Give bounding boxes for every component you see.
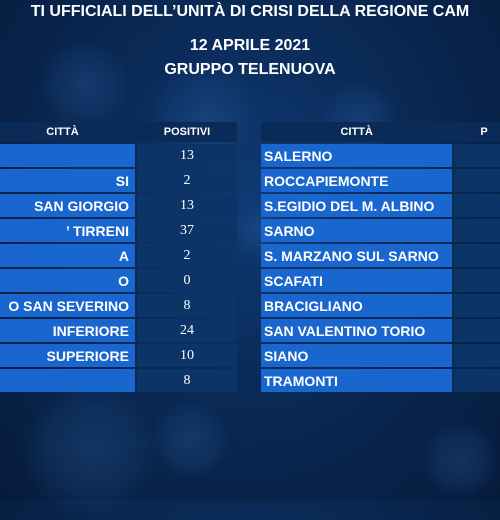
city-name: SUPERIORE [0,344,135,367]
city-name: ROCCAPIEMONTE [261,169,453,192]
positive-count: 10 [135,344,237,367]
table-row: 8 [0,369,237,392]
virus-decoration [40,40,130,130]
left-table: CITTÀ POSITIVI 13 SI 2 SAN GIORGIO 13 ’ TI… [0,120,237,394]
positive-count [452,144,500,167]
city-name: A [0,244,135,267]
right-col-positive: P [452,122,500,142]
table-row: O SAN SEVERINO 8 [0,294,237,317]
table-row: 13 [0,144,237,167]
table-row: S.EGIDIO DEL M. ALBINO [261,194,500,217]
positive-count [452,244,500,267]
table-row: S. MARZANO SUL SARNO [261,244,500,267]
positive-count [452,369,500,392]
table-row: INFERIORE 24 [0,319,237,342]
positive-count: 24 [135,319,237,342]
positive-count: 37 [135,219,237,242]
virus-decoration [420,420,500,500]
table-row: TRAMONTI [261,369,500,392]
virus-decoration [150,400,230,480]
positive-count: 2 [135,244,237,267]
table-row: ’ TIRRENI 37 [0,219,237,242]
city-name [0,144,135,167]
table-row: SARNO [261,219,500,242]
left-col-positive: POSITIVI [135,122,237,142]
positive-count [452,219,500,242]
city-name [0,369,135,392]
positive-count [452,169,500,192]
positive-count: 8 [135,294,237,317]
table-row: SALERNO [261,144,500,167]
positive-count: 13 [135,194,237,217]
positive-count: 8 [135,369,237,392]
city-name: SAN GIORGIO [0,194,135,217]
city-name: SCAFATI [261,269,453,292]
city-name: SIANO [261,344,453,367]
positive-count: 2 [135,169,237,192]
positive-count [452,269,500,292]
table-row: BRACIGLIANO [261,294,500,317]
positive-count: 13 [135,144,237,167]
city-name: SALERNO [261,144,453,167]
header-group: GRUPPO TELENUOVA [164,61,336,78]
header-title: TI UFFICIALI DELL’UNITÀ DI CRISI DELLA R… [30,3,470,20]
table-row: SAN GIORGIO 13 [0,194,237,217]
header-date: 12 APRILE 2021 [189,37,311,54]
city-name: S.EGIDIO DEL M. ALBINO [261,194,453,217]
city-name: BRACIGLIANO [261,294,453,317]
positive-count [452,319,500,342]
table-row: SUPERIORE 10 [0,344,237,367]
positive-count [452,294,500,317]
table-row: SI 2 [0,169,237,192]
city-name: TRAMONTI [261,369,453,392]
city-name: SAN VALENTINO TORIO [261,319,453,342]
positive-count: 0 [135,269,237,292]
right-table: CITTÀ P SALERNO ROCCAPIEMONTE S.EGIDIO D… [261,120,500,394]
city-name: S. MARZANO SUL SARNO [261,244,453,267]
table-row: ROCCAPIEMONTE [261,169,500,192]
city-name: ’ TIRRENI [0,219,135,242]
right-col-city: CITTÀ [261,122,453,142]
city-name: O SAN SEVERINO [0,294,135,317]
positive-count [452,344,500,367]
city-name: O [0,269,135,292]
city-name: SI [0,169,135,192]
virus-decoration [20,380,160,520]
city-name: SARNO [261,219,453,242]
city-name: INFERIORE [0,319,135,342]
left-col-city: CITTÀ [0,122,135,142]
table-row: SCAFATI [261,269,500,292]
positive-count [452,194,500,217]
table-row: SAN VALENTINO TORIO [261,319,500,342]
table-row: SIANO [261,344,500,367]
